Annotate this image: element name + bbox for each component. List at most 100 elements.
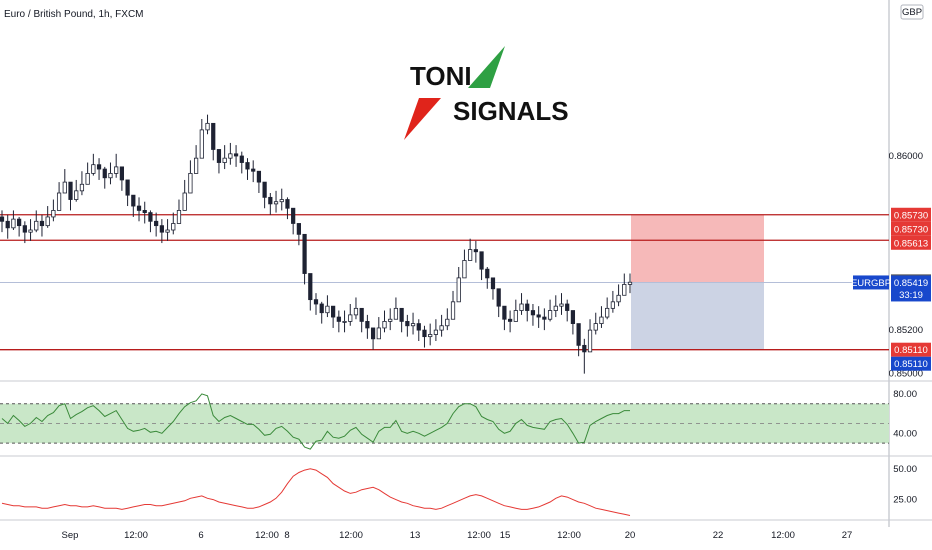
candle-body — [565, 303, 570, 311]
candle-body — [382, 321, 387, 329]
price-tag-label: 0.85730 — [894, 224, 928, 235]
price-tick-label: 0.85200 — [889, 325, 923, 336]
candle — [188, 160, 193, 194]
candle-body — [51, 210, 56, 218]
candle — [34, 210, 39, 233]
candle-body — [496, 288, 501, 307]
horizontal-levels[interactable] — [0, 214, 889, 351]
take-profit-zone[interactable] — [631, 282, 764, 350]
candle — [370, 327, 376, 350]
candle-body — [525, 303, 530, 311]
atr-pane — [1, 468, 631, 516]
candle-body — [513, 310, 518, 322]
candle-body — [399, 307, 404, 322]
candle — [0, 210, 5, 233]
candle — [547, 299, 553, 322]
price-tag[interactable]: 0.85110 — [891, 356, 931, 371]
candle — [399, 307, 404, 333]
price-tag-bg — [891, 235, 931, 250]
candle-body — [422, 329, 427, 338]
candle — [456, 267, 461, 303]
candle — [22, 221, 27, 244]
candle — [131, 194, 136, 217]
candle-body — [136, 205, 142, 211]
candle — [51, 199, 56, 222]
candle-body — [370, 327, 376, 340]
candle-body — [325, 305, 330, 314]
candle — [348, 304, 353, 326]
candle — [468, 238, 473, 261]
candlestick-series — [0, 114, 633, 374]
candle — [17, 216, 22, 237]
candle — [519, 293, 524, 315]
candle — [530, 304, 536, 326]
price-tag[interactable]: 0.85730 — [891, 221, 931, 236]
candle — [159, 219, 164, 244]
candle — [11, 210, 16, 230]
candle — [136, 197, 142, 222]
candle-body — [228, 153, 233, 159]
candle-body — [171, 223, 176, 231]
time-axis[interactable]: Sep 12:00 6 12:00 12:00 13 12:00 15 12:00 20 22 12:… — [62, 530, 853, 541]
time-tick-label: 6 — [198, 530, 203, 541]
candle — [490, 277, 496, 300]
candle — [565, 299, 570, 322]
stop-loss-zone[interactable] — [631, 214, 764, 283]
candle — [125, 179, 130, 207]
price-axis[interactable]: 0.86000 0.85200 0.85000 80.00 40.00 50.00 25.0… — [851, 151, 931, 506]
rsi-tick-label: 40.00 — [893, 428, 917, 439]
candle-body — [547, 310, 553, 320]
candle-body — [205, 122, 210, 131]
candle-body — [296, 223, 301, 235]
candle-body — [285, 199, 290, 209]
candle — [233, 145, 239, 167]
candle — [576, 323, 581, 357]
candle — [205, 114, 210, 135]
candle-body — [114, 166, 119, 174]
candle-body — [479, 251, 484, 270]
candle-body — [273, 201, 279, 205]
time-tick-label: 8 — [284, 530, 289, 541]
candle-body — [102, 168, 107, 179]
candle-body — [376, 327, 381, 340]
candle-body — [388, 318, 393, 322]
candle-body — [348, 314, 353, 322]
candle-body — [616, 294, 621, 303]
candle — [91, 153, 96, 176]
candle-body — [182, 192, 187, 211]
time-tick-label: Sep — [62, 530, 79, 541]
candle-body — [336, 316, 341, 322]
currency-box: GBP — [900, 4, 924, 20]
price-tag[interactable]: 0.85613 — [891, 235, 931, 250]
candle — [273, 190, 279, 213]
candle — [587, 319, 593, 353]
candle-body — [353, 307, 359, 316]
candle — [616, 284, 621, 307]
candle — [422, 325, 427, 348]
candle-body — [502, 305, 507, 320]
candle-body — [553, 305, 558, 311]
candle-body — [211, 122, 216, 150]
short-position-tool[interactable] — [631, 214, 764, 350]
candle-body — [165, 229, 170, 233]
time-tick-label: 12:00 — [124, 530, 148, 541]
candle-body — [599, 316, 604, 324]
candle-body — [68, 181, 73, 200]
price-tag[interactable]: 0.85110 — [891, 342, 931, 357]
candle-body — [313, 299, 319, 305]
candle-body — [142, 210, 147, 213]
rsi-tick-label: 80.00 — [893, 389, 917, 400]
time-tick-label: 20 — [625, 530, 636, 541]
price-tag-label: 0.85110 — [894, 359, 928, 370]
candle-body — [410, 323, 416, 327]
candle-body — [5, 220, 10, 229]
price-tag[interactable]: 0.85730 — [891, 207, 931, 222]
candle — [450, 290, 456, 320]
price-tag-bg — [891, 356, 931, 371]
candle-body — [148, 212, 153, 222]
candle — [45, 206, 50, 228]
candle-body — [359, 307, 364, 322]
atr-tick-label: 50.00 — [893, 464, 917, 475]
